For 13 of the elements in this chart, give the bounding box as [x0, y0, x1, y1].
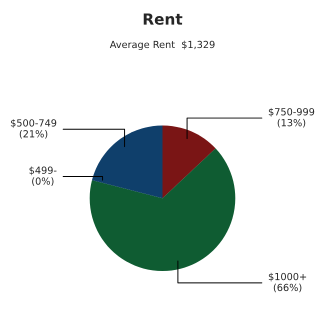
- chart-subtitle: Average Rent $1,329: [110, 40, 215, 50]
- chart-title: Rent: [144, 13, 182, 25]
- data-label: (13%): [278, 118, 306, 128]
- pie-slice: [162, 125, 216, 198]
- pie-slice: [92, 125, 162, 198]
- text: (0%): [32, 177, 54, 186]
- data-label: (66%): [274, 284, 302, 292]
- slice-label: $1000+: [268, 272, 306, 282]
- category-label: $499-: [29, 166, 56, 176]
- pie-slice: [90, 148, 236, 272]
- slice-label: $500-749: [10, 119, 56, 128]
- slice-label: $750-999: [268, 108, 314, 117]
- data-label: (21%): [20, 130, 48, 139]
